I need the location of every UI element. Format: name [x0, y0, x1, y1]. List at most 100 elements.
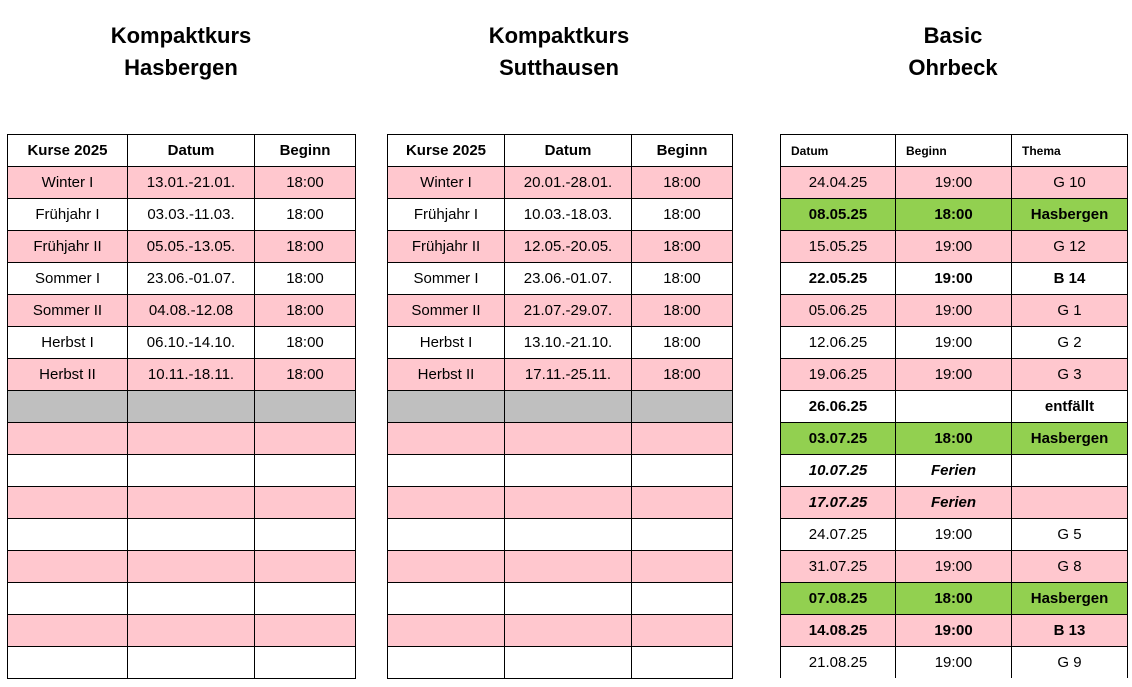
cell-datum: 12.06.25	[780, 326, 896, 359]
heading-hasbergen: Kompaktkurs Hasbergen	[81, 20, 281, 84]
cell-datum: 22.05.25	[780, 262, 896, 295]
heading-ohrbeck: Basic Ohrbeck	[853, 20, 1053, 84]
table-row-empty	[387, 582, 733, 615]
table-row-separator	[387, 390, 733, 423]
heading-line2: Hasbergen	[124, 55, 238, 80]
table-row: 24.07.25 19:00 G 5	[780, 518, 1128, 551]
table-row-empty	[387, 646, 733, 679]
cell-beginn: 18:00	[895, 422, 1012, 455]
table-row: Herbst I 06.10.-14.10. 18:00	[7, 326, 356, 359]
cell-thema	[1011, 454, 1128, 487]
table-row: 03.07.25 18:00 Hasbergen	[780, 422, 1128, 455]
table-row-empty	[387, 614, 733, 647]
cell-beginn: 18:00	[254, 326, 356, 359]
cell-datum: 13.10.-21.10.	[504, 326, 632, 359]
table-row: 31.07.25 19:00 G 8	[780, 550, 1128, 583]
cell-kurs: Herbst I	[7, 326, 128, 359]
cell-datum: 04.08.-12.08	[127, 294, 255, 327]
table-row: Winter I 13.01.-21.01. 18:00	[7, 166, 356, 199]
cell-beginn: 19:00	[895, 646, 1012, 678]
table-row-empty	[7, 646, 356, 679]
cell-thema: G 10	[1011, 166, 1128, 199]
heading-line2: Ohrbeck	[908, 55, 998, 80]
cell-beginn: 19:00	[895, 550, 1012, 583]
cell-thema: G 8	[1011, 550, 1128, 583]
column-header: Beginn	[631, 134, 733, 167]
cell-thema: G 12	[1011, 230, 1128, 263]
cell-beginn: 19:00	[895, 294, 1012, 327]
table-row: 14.08.25 19:00 B 13	[780, 614, 1128, 647]
table-row: 21.08.25 19:00 G 9	[780, 646, 1128, 678]
cell-thema: Hasbergen	[1011, 422, 1128, 455]
table-row: 10.07.25 Ferien	[780, 454, 1128, 487]
schedule-table-hasbergen: Kurse 2025 Datum Beginn Winter I 13.01.-2…	[7, 134, 356, 679]
cell-beginn: 18:00	[631, 358, 733, 391]
column-header: Datum	[780, 134, 896, 167]
column-header: Kurse 2025	[387, 134, 505, 167]
cell-beginn: 18:00	[631, 230, 733, 263]
table-row-empty	[387, 518, 733, 551]
cell-datum: 23.06.-01.07.	[127, 262, 255, 295]
cell-thema: B 13	[1011, 614, 1128, 647]
cell-datum: 26.06.25	[780, 390, 896, 423]
table-row: 05.06.25 19:00 G 1	[780, 294, 1128, 327]
table-row: Sommer I 23.06.-01.07. 18:00	[387, 262, 733, 295]
table-row-empty	[387, 422, 733, 455]
cell-datum: 10.07.25	[780, 454, 896, 487]
table-row-empty	[7, 518, 356, 551]
cell-beginn: 18:00	[254, 294, 356, 327]
cell-kurs: Frühjahr I	[7, 198, 128, 231]
table-row: 07.08.25 18:00 Hasbergen	[780, 582, 1128, 615]
heading-line2: Sutthausen	[499, 55, 619, 80]
cell-datum: 10.11.-18.11.	[127, 358, 255, 391]
table-row: Sommer I 23.06.-01.07. 18:00	[7, 262, 356, 295]
table-row-empty	[7, 422, 356, 455]
schedule-table-ohrbeck: Datum Beginn Thema 24.04.25 19:00 G 10 08.…	[780, 134, 1128, 678]
cell-kurs: Sommer II	[7, 294, 128, 327]
column-header: Beginn	[895, 134, 1012, 167]
table-row: 22.05.25 19:00 B 14	[780, 262, 1128, 295]
cell-thema	[1011, 486, 1128, 519]
cell-datum: 03.07.25	[780, 422, 896, 455]
heading-line1: Kompaktkurs	[488, 23, 630, 48]
column-header: Datum	[127, 134, 255, 167]
table-row: Herbst II 10.11.-18.11. 18:00	[7, 358, 356, 391]
table-header-row: Kurse 2025 Datum Beginn	[7, 134, 356, 167]
cell-beginn: 18:00	[631, 294, 733, 327]
table-row-separator	[7, 390, 356, 423]
table-row: Herbst I 13.10.-21.10. 18:00	[387, 326, 733, 359]
table-row: 19.06.25 19:00 G 3	[780, 358, 1128, 391]
cell-beginn: 19:00	[895, 230, 1012, 263]
table-header-row: Datum Beginn Thema	[780, 134, 1128, 167]
cell-kurs: Herbst II	[387, 358, 505, 391]
cell-datum: 08.05.25	[780, 198, 896, 231]
cell-datum: 24.04.25	[780, 166, 896, 199]
cell-thema: G 2	[1011, 326, 1128, 359]
table-row: 08.05.25 18:00 Hasbergen	[780, 198, 1128, 231]
cell-datum: 05.05.-13.05.	[127, 230, 255, 263]
cell-beginn: 18:00	[895, 582, 1012, 615]
table-row: 15.05.25 19:00 G 12	[780, 230, 1128, 263]
table-row: 24.04.25 19:00 G 10	[780, 166, 1128, 199]
cell-beginn: 19:00	[895, 614, 1012, 647]
heading-sutthausen: Kompaktkurs Sutthausen	[459, 20, 659, 84]
cell-kurs: Winter I	[387, 166, 505, 199]
cell-beginn: 19:00	[895, 166, 1012, 199]
cell-beginn: Ferien	[895, 454, 1012, 487]
cell-datum: 21.07.-29.07.	[504, 294, 632, 327]
column-header: Beginn	[254, 134, 356, 167]
cell-thema: G 3	[1011, 358, 1128, 391]
cell-kurs: Herbst II	[7, 358, 128, 391]
cell-beginn: 18:00	[895, 198, 1012, 231]
column-header: Datum	[504, 134, 632, 167]
cell-kurs: Winter I	[7, 166, 128, 199]
table-row-empty	[7, 614, 356, 647]
table-row: Winter I 20.01.-28.01. 18:00	[387, 166, 733, 199]
cell-kurs: Herbst I	[387, 326, 505, 359]
cell-thema: B 14	[1011, 262, 1128, 295]
cell-datum: 23.06.-01.07.	[504, 262, 632, 295]
cell-kurs: Sommer II	[387, 294, 505, 327]
table-row-empty	[387, 454, 733, 487]
heading-line1: Basic	[923, 23, 983, 48]
table-row: Frühjahr II 05.05.-13.05. 18:00	[7, 230, 356, 263]
